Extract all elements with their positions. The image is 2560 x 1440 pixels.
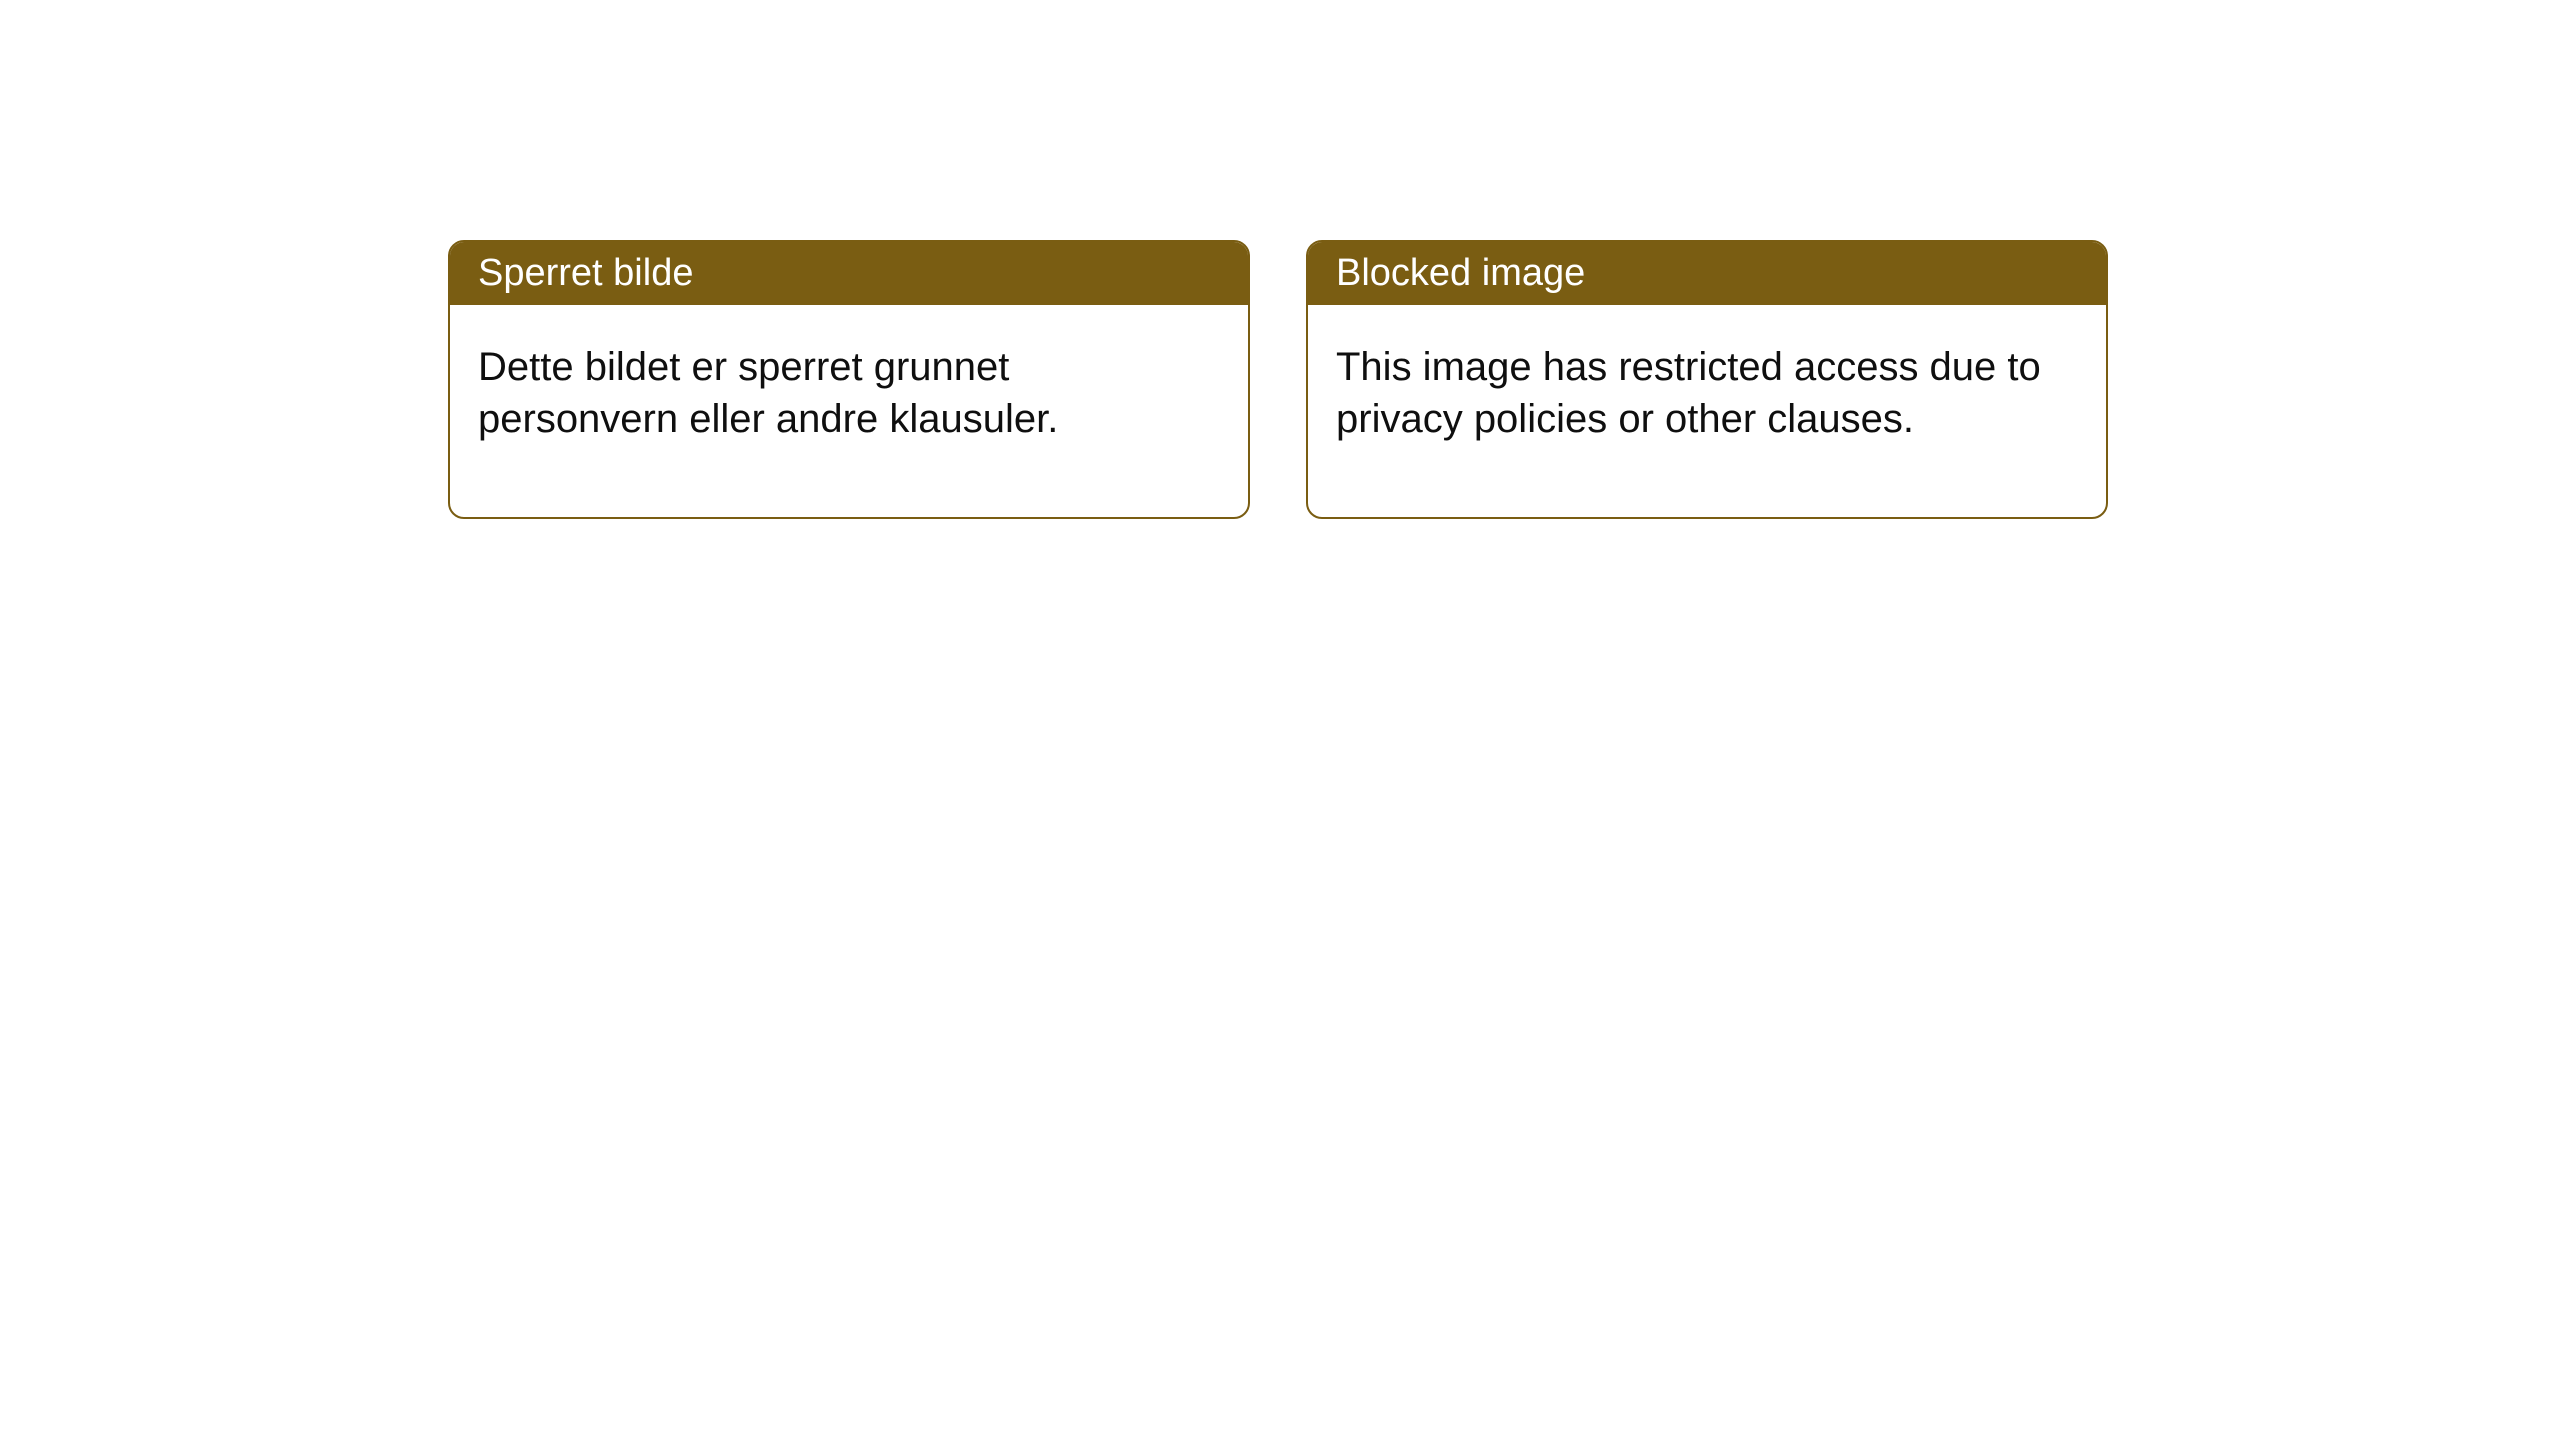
- notice-card-english: Blocked image This image has restricted …: [1306, 240, 2108, 519]
- notice-card-body: Dette bildet er sperret grunnet personve…: [450, 305, 1248, 517]
- notice-title: Sperret bilde: [478, 252, 693, 294]
- notice-card-norwegian: Sperret bilde Dette bildet er sperret gr…: [448, 240, 1250, 519]
- notice-container: Sperret bilde Dette bildet er sperret gr…: [448, 240, 2108, 519]
- notice-body-text: Dette bildet er sperret grunnet personve…: [478, 345, 1058, 441]
- notice-card-body: This image has restricted access due to …: [1308, 305, 2106, 517]
- notice-title: Blocked image: [1336, 252, 1585, 294]
- notice-card-header: Sperret bilde: [450, 242, 1248, 305]
- notice-card-header: Blocked image: [1308, 242, 2106, 305]
- notice-body-text: This image has restricted access due to …: [1336, 345, 2041, 441]
